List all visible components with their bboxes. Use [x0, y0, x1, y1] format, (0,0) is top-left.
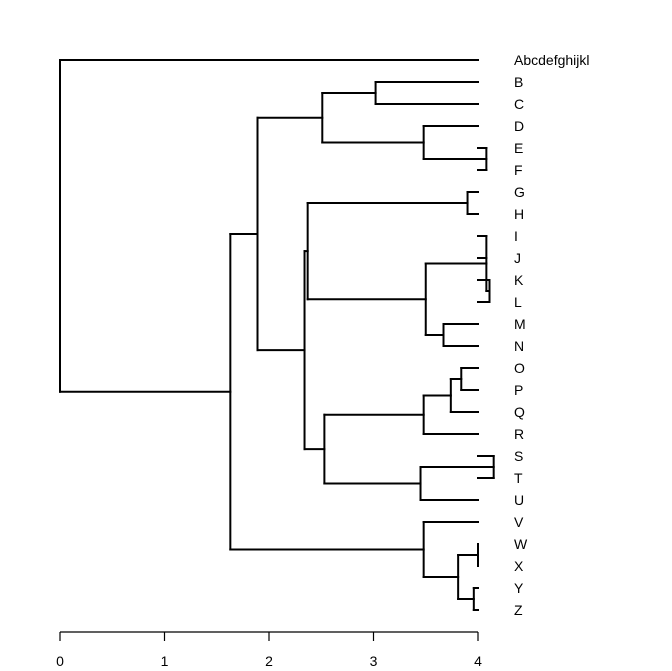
- x-tick-label: 4: [474, 653, 482, 669]
- x-tick-label: 1: [161, 653, 169, 669]
- leaf-label-n: N: [514, 338, 524, 354]
- leaf-label-p: P: [514, 382, 523, 398]
- leaf-label-o: O: [514, 360, 525, 376]
- leaf-label-m: M: [514, 316, 526, 332]
- leaf-label-l: L: [514, 294, 522, 310]
- leaf-label-e: E: [514, 140, 523, 156]
- leaf-label-h: H: [514, 206, 524, 222]
- leaf-label-y: Y: [514, 580, 524, 596]
- leaf-label-c: C: [514, 96, 524, 112]
- leaf-label-g: G: [514, 184, 525, 200]
- leaf-label-f: F: [514, 162, 523, 178]
- leaf-label-u: U: [514, 492, 524, 508]
- leaf-label-q: Q: [514, 404, 525, 420]
- leaf-label-i: I: [514, 228, 518, 244]
- leaf-label-w: W: [514, 536, 528, 552]
- leaf-label-abcdefghijkl: Abcdefghijkl: [514, 52, 590, 68]
- leaf-label-v: V: [514, 514, 524, 530]
- x-tick-label: 0: [56, 653, 64, 669]
- x-axis: 0 1 2 3 4: [56, 631, 482, 669]
- dendrogram-branches: [59, 59, 495, 611]
- leaf-label-t: T: [514, 470, 523, 486]
- x-tick-label: 2: [265, 653, 273, 669]
- x-tick-label: 3: [370, 653, 378, 669]
- leaf-label-d: D: [514, 118, 524, 134]
- leaf-label-j: J: [514, 250, 521, 266]
- leaf-label-b: B: [514, 74, 523, 90]
- leaf-label-s: S: [514, 448, 523, 464]
- leaf-label-r: R: [514, 426, 524, 442]
- leaf-label-z: Z: [514, 602, 523, 618]
- leaf-label-x: X: [514, 558, 524, 574]
- leaf-label-k: K: [514, 272, 524, 288]
